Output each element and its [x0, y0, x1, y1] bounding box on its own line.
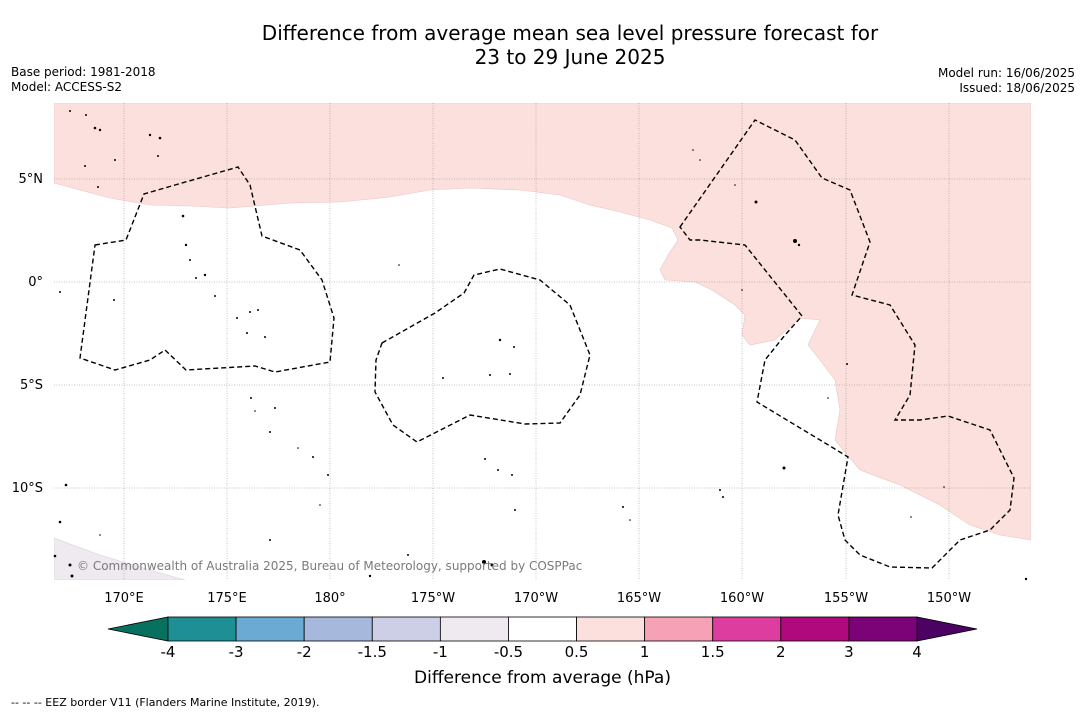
colorbar-tick-label: -1.5 — [357, 643, 387, 661]
lat-label-5s: 5°S — [20, 378, 43, 393]
issued-date: Issued: 18/06/2025 — [959, 81, 1075, 95]
colorbar-segment — [712, 616, 782, 642]
colorbar-segment — [371, 616, 441, 642]
meta-right: Model run: 16/06/2025 Issued: 18/06/2025 — [938, 66, 1075, 96]
colorbar-segment — [848, 616, 918, 642]
lat-label-10s: 10°S — [12, 481, 43, 496]
colorbar-tick-label: 3 — [844, 643, 854, 661]
lon-label-175w: 175°W — [411, 591, 455, 606]
colorbar-segment — [780, 616, 850, 642]
meta-left: Base period: 1981-2018 Model: ACCESS-S2 — [11, 65, 156, 95]
colorbar-segment — [508, 616, 577, 642]
eez-kiribati-gilberts — [79, 166, 335, 373]
colorbar-extend-low — [107, 616, 169, 642]
colorbar-segment — [644, 616, 714, 642]
lat-label-5n: 5°N — [19, 172, 44, 187]
colorbar-tick-label: 1 — [639, 643, 650, 661]
colorbar-tick-label: -1 — [432, 643, 448, 661]
model-run: Model run: 16/06/2025 — [937, 66, 1075, 80]
colorbar-tick-label: 2 — [776, 643, 786, 661]
graticule — [54, 103, 1031, 580]
colorbar-segment — [167, 616, 237, 642]
colorbar-tick-label: 0.5 — [564, 643, 589, 661]
lat-labels: 5°N 0° 5°S 10°S — [12, 172, 43, 496]
colorbar-tick-label: -0.5 — [493, 643, 524, 661]
colorbar-title: Difference from average (hPa) — [414, 668, 671, 688]
colorbar — [107, 616, 978, 642]
lon-label-160w: 160°W — [720, 591, 764, 606]
anomaly-region-negative — [54, 537, 186, 580]
lon-label-170e: 170°E — [104, 591, 144, 606]
chart-title: Difference from average mean sea level p… — [0, 21, 1085, 69]
anomaly-region-positive — [54, 103, 1031, 541]
lon-label-170w: 170°W — [514, 591, 558, 606]
lon-label-165w: 165°W — [617, 591, 661, 606]
eez-phoenix-islands — [374, 268, 591, 443]
colorbar-tick-label: -2 — [296, 643, 312, 661]
base-period: Base period: 1981-2018 — [11, 65, 156, 79]
eez-borders — [79, 119, 1015, 569]
lon-label-155w: 155°W — [824, 591, 868, 606]
islands — [53, 110, 1028, 581]
colorbar-tick-label: 4 — [912, 643, 922, 661]
colorbar-tick-label: 1.5 — [700, 643, 725, 661]
colorbar-tick-label: -3 — [228, 643, 244, 661]
lon-label-180: 180° — [314, 591, 345, 606]
colorbar-segment — [303, 616, 373, 642]
colorbar-tick-label: -4 — [160, 643, 176, 661]
title-line-1: Difference from average mean sea level p… — [261, 21, 879, 45]
lon-label-175e: 175°E — [207, 591, 247, 606]
title-line-2: 23 to 29 June 2025 — [474, 45, 666, 69]
lon-labels: 170°E 175°E 180° 175°W 170°W 165°W 160°W… — [104, 591, 971, 606]
model-name: Model: ACCESS-S2 — [11, 80, 123, 94]
colorbar-segment — [235, 616, 305, 642]
colorbar-segment — [576, 616, 646, 642]
eez-legend-note: -- -- -- EEZ border V11 (Flanders Marine… — [11, 696, 320, 709]
eez-line-islands — [679, 119, 1015, 569]
colorbar-extend-high — [916, 616, 978, 642]
lon-label-150w: 150°W — [927, 591, 971, 606]
copyright-text: © Commonwealth of Australia 2025, Bureau… — [77, 559, 582, 573]
colorbar-segment — [439, 616, 509, 642]
lat-label-0: 0° — [28, 275, 43, 290]
